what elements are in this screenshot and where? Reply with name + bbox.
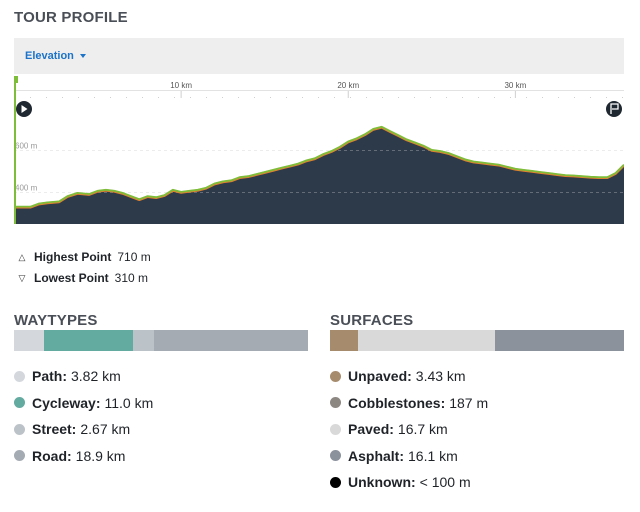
legend-dot-icon — [14, 450, 25, 462]
waytypes-title: WAYTYPES — [14, 312, 98, 329]
surfaces-title: SURFACES — [330, 312, 414, 329]
waytype-legend-value: 18.9 km — [75, 447, 126, 464]
surface-legend-label: Paved: — [348, 421, 394, 438]
surface-legend-label: Unpaved: — [348, 368, 412, 385]
elevation-area — [14, 127, 624, 224]
profile-selector-bar: Elevation — [14, 38, 624, 74]
km-tick-label-20: 20 km — [337, 81, 359, 90]
highest-point-stat: △ Highest Point 710 m — [16, 250, 151, 264]
legend-dot-icon — [14, 423, 25, 435]
surface-legend-value: 3.43 km — [415, 368, 466, 385]
waytype-segment-road[interactable] — [154, 330, 308, 351]
legend-dot-icon — [330, 397, 341, 409]
highest-point-value: 710 m — [117, 250, 151, 264]
elevation-dropdown-label: Elevation — [25, 50, 74, 62]
waytypes-legend: Path: 3.82 km Cycleway: 11.0 km Street: 2.67 … — [14, 363, 153, 469]
waytype-legend-value: 2.67 km — [80, 421, 131, 438]
km-tick-label-10: 10 km — [170, 81, 192, 90]
lowest-point-value: 310 m — [114, 271, 149, 285]
surface-legend-label: Unknown: — [348, 474, 416, 491]
surface-legend-label: Asphalt: — [348, 447, 404, 464]
legend-dot-icon — [330, 423, 341, 435]
surface-segment-unpaved[interactable] — [330, 330, 358, 351]
waytype-segment-street[interactable] — [132, 330, 155, 351]
highest-point-label: Highest Point — [34, 250, 112, 264]
waytype-segment-path[interactable] — [14, 330, 45, 351]
elevation-tick-label-600: 600 m — [15, 142, 38, 151]
elevation-profile-svg: 10 km 20 km 30 km 600 m 400 m — [14, 76, 624, 224]
surface-legend-value: 187 m — [449, 394, 489, 411]
legend-dot-icon — [14, 370, 25, 382]
surface-legend-value: < 100 m — [419, 474, 471, 491]
waytype-legend-label: Cycleway: — [32, 394, 101, 411]
surface-segment-asphalt[interactable] — [494, 330, 624, 351]
legend-dot-icon — [330, 476, 341, 488]
waytype-segment-cycleway[interactable] — [44, 330, 133, 351]
waytype-legend-label: Street: — [32, 421, 77, 438]
km-tick-label-30: 30 km — [504, 81, 526, 90]
triangle-down-icon: ▽ — [18, 272, 26, 283]
surface-legend-item[interactable]: Unpaved: 3.43 km — [330, 363, 488, 390]
chevron-down-icon — [79, 54, 86, 58]
waytype-legend-item[interactable]: Path: 3.82 km — [14, 363, 153, 390]
waytype-legend-value: 3.82 km — [71, 368, 121, 385]
play-icon — [21, 105, 28, 113]
waytype-legend-value: 11.0 km — [104, 394, 154, 411]
surface-legend-item[interactable]: Asphalt: 16.1 km — [330, 443, 488, 470]
lowest-point-stat: ▽ Lowest Point 310 m — [16, 271, 149, 285]
surface-segment-paved[interactable] — [357, 330, 495, 351]
surface-legend-value: 16.7 km — [397, 421, 448, 438]
waytype-legend-item[interactable]: Cycleway: 11.0 km — [14, 390, 153, 417]
legend-dot-icon — [330, 370, 341, 382]
surface-legend-item[interactable]: Paved: 16.7 km — [330, 416, 488, 443]
surface-legend-item[interactable]: Cobblestones: 187 m — [330, 390, 488, 417]
elevation-profile-chart[interactable]: 10 km 20 km 30 km 600 m 400 m — [14, 76, 624, 224]
legend-dot-icon — [330, 450, 341, 462]
start-marker-handle — [14, 76, 18, 83]
surfaces-legend: Unpaved: 3.43 km Cobblestones: 187 m Paved: 1… — [330, 363, 488, 496]
triangle-up-icon: △ — [18, 251, 26, 262]
lowest-point-label: Lowest Point — [34, 271, 109, 285]
surfaces-bar[interactable] — [330, 330, 624, 351]
tour-profile-title: TOUR PROFILE — [14, 9, 128, 26]
finish-flag-icon — [610, 103, 619, 114]
waytype-legend-label: Path: — [32, 368, 67, 385]
elevation-dropdown[interactable]: Elevation — [25, 50, 86, 62]
surface-legend-value: 16.1 km — [408, 447, 458, 464]
waytype-legend-item[interactable]: Street: 2.67 km — [14, 416, 153, 443]
waytype-legend-item[interactable]: Road: 18.9 km — [14, 443, 153, 470]
legend-dot-icon — [14, 397, 25, 409]
elevation-line — [14, 125, 624, 208]
waytype-legend-label: Road: — [32, 447, 72, 464]
waytypes-bar[interactable] — [14, 330, 308, 351]
elevation-tick-label-400: 400 m — [15, 184, 38, 193]
surface-legend-item[interactable]: Unknown: < 100 m — [330, 469, 488, 496]
surface-legend-label: Cobblestones: — [348, 394, 446, 411]
